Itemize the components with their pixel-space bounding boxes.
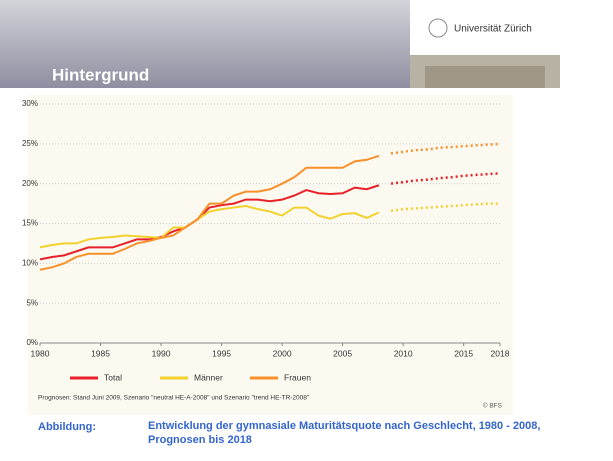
y-tick-label: 15% [22, 219, 38, 228]
x-tick-label: 1990 [152, 348, 171, 358]
caption-label: Abbildung: [38, 421, 96, 433]
legend-label: Männer [194, 372, 223, 382]
building-detail [425, 66, 545, 88]
y-tick-label: 10% [22, 258, 38, 267]
logo-text: Universität Zürich [454, 24, 532, 35]
logo-seal [429, 19, 447, 37]
chart-note: Prognosen: Stand Juni 2009, Szenario "ne… [38, 395, 310, 402]
chart-source: © BFS [483, 402, 503, 410]
y-tick-label: 0% [26, 338, 38, 347]
caption-text: Entwicklung der gymnasiale Maturitätsquo… [148, 419, 548, 447]
x-tick-label: 2000 [273, 348, 292, 358]
legend-label: Frauen [284, 372, 311, 382]
x-tick-label: 1985 [91, 348, 110, 358]
caption-box: Entwicklung der gymnasiale Maturitätsquo… [148, 419, 548, 453]
y-tick-label: 25% [22, 139, 38, 148]
y-tick-label: 20% [22, 179, 38, 188]
slide: Universität Zürich Hintergrund Prognosen… [0, 0, 613, 461]
slide-title: Hintergrund [52, 65, 149, 84]
y-tick-label: 5% [26, 298, 38, 307]
slide-canvas: Universität Zürich Hintergrund Prognosen… [0, 0, 613, 461]
legend-label: Total [104, 372, 122, 382]
x-tick-label: 1980 [31, 348, 50, 358]
x-tick-label: 2010 [394, 348, 413, 358]
x-tick-label: 2005 [333, 348, 352, 358]
y-tick-label: 30% [22, 99, 38, 108]
x-tick-label: 1995 [212, 348, 231, 358]
x-tick-label: 2015 [454, 348, 473, 358]
x-tick-label: 2018 [491, 348, 510, 358]
chart-background [28, 95, 513, 415]
